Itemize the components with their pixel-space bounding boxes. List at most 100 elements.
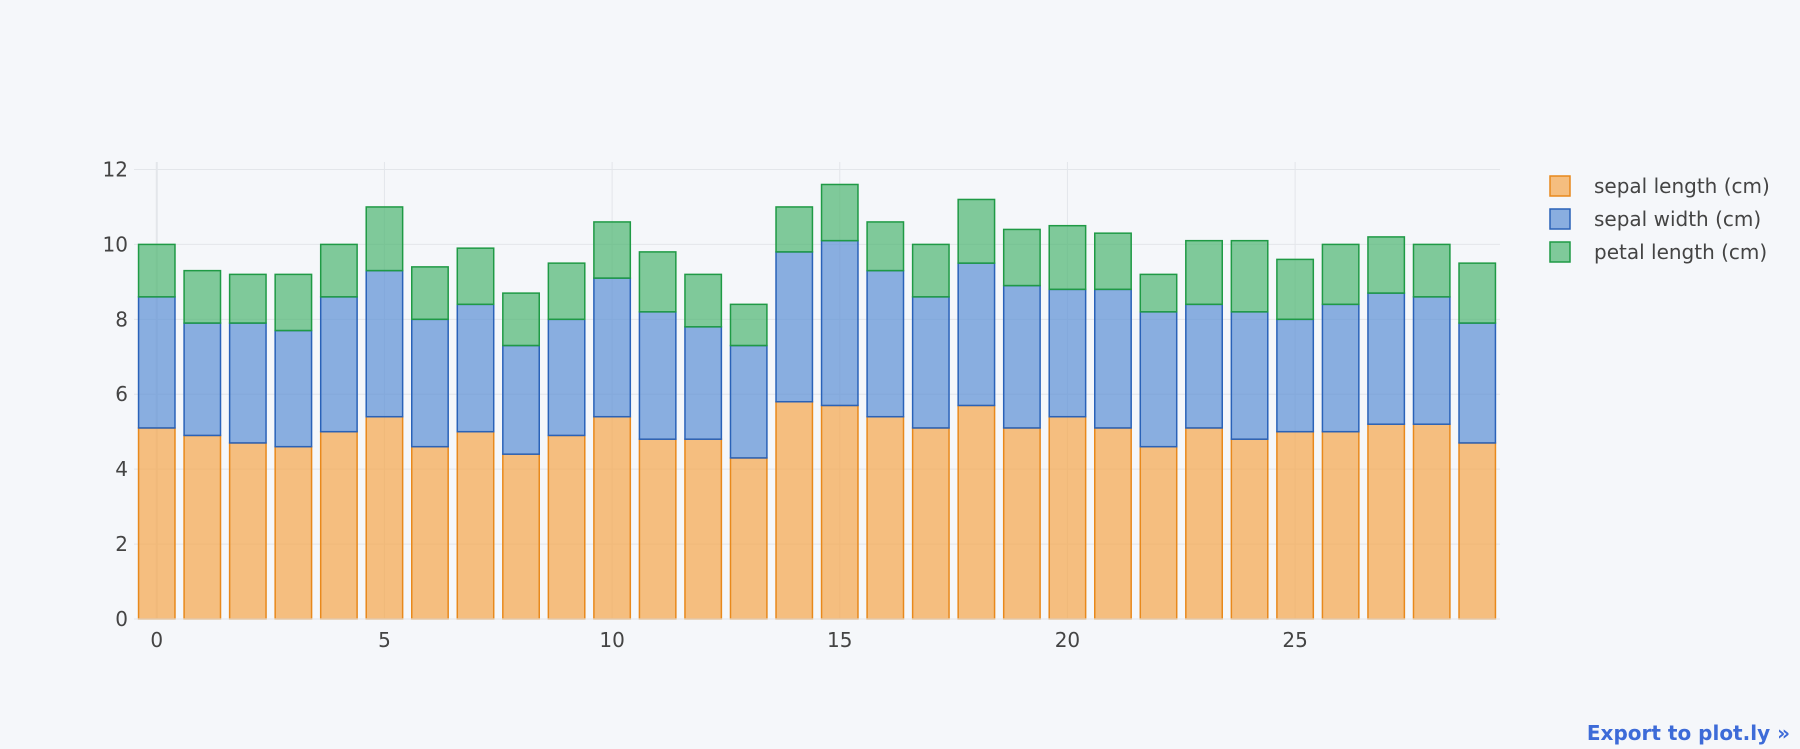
legend-item-label[interactable]: sepal width (cm)	[1594, 207, 1761, 231]
bar-segment[interactable]	[1002, 284, 1041, 429]
bar-segment[interactable]	[866, 221, 905, 272]
bar-segment[interactable]	[593, 277, 632, 418]
bar-segment[interactable]	[729, 303, 768, 347]
bar-segment[interactable]	[1458, 322, 1497, 444]
bar-segment[interactable]	[319, 243, 358, 298]
bar-segment[interactable]	[1094, 427, 1132, 620]
bar-segment[interactable]	[411, 266, 449, 321]
bar-segment[interactable]	[1139, 445, 1178, 620]
bar-segment[interactable]	[1185, 239, 1223, 306]
bar-segment[interactable]	[502, 292, 540, 347]
bar-segment[interactable]	[1458, 442, 1497, 620]
bar-segment[interactable]	[228, 322, 267, 444]
bar-segment[interactable]	[775, 206, 814, 253]
bar-segment[interactable]	[1230, 438, 1269, 620]
bar-segment[interactable]	[593, 415, 632, 620]
bar-segment[interactable]	[547, 434, 586, 620]
bar-segment[interactable]	[365, 269, 404, 418]
bar-segment[interactable]	[502, 453, 540, 620]
bar-segment[interactable]	[729, 344, 768, 459]
bar-segment[interactable]	[502, 344, 540, 455]
bar-segment[interactable]	[1367, 236, 1406, 294]
bar-segment[interactable]	[1185, 303, 1223, 429]
bar-segment[interactable]	[1230, 311, 1269, 440]
bar-segment[interactable]	[1002, 228, 1041, 287]
bar-segment[interactable]	[911, 243, 950, 298]
bar-segment[interactable]	[957, 262, 996, 407]
bar-segment[interactable]	[638, 438, 677, 620]
bar-segment[interactable]	[1412, 296, 1451, 425]
bar-segment[interactable]	[729, 457, 768, 620]
bar-segment[interactable]	[1412, 423, 1451, 620]
bar-segment[interactable]	[411, 445, 449, 620]
legend-swatch[interactable]	[1549, 208, 1571, 230]
bar-segment[interactable]	[1185, 427, 1223, 620]
bar-segment[interactable]	[456, 303, 495, 433]
bar-segment[interactable]	[228, 273, 267, 324]
bar-segment[interactable]	[1367, 292, 1406, 425]
bar-segment[interactable]	[1367, 423, 1406, 620]
bar-segment[interactable]	[183, 322, 222, 437]
bar-segment[interactable]	[1412, 243, 1451, 298]
bar-segment[interactable]	[228, 442, 267, 620]
bar-segment[interactable]	[319, 296, 358, 433]
bar-segment[interactable]	[1276, 258, 1315, 321]
bar-segment[interactable]	[1321, 430, 1360, 620]
bar-segment[interactable]	[684, 438, 723, 620]
bar-segment[interactable]	[957, 404, 996, 620]
legend-item-label[interactable]: sepal length (cm)	[1594, 174, 1770, 198]
bar-segment[interactable]	[866, 415, 905, 620]
bar-segment[interactable]	[820, 183, 859, 242]
bar-segment[interactable]	[593, 221, 632, 279]
bar-segment[interactable]	[1276, 318, 1315, 433]
bar-segment[interactable]	[274, 445, 313, 620]
bar-segment[interactable]	[775, 400, 814, 620]
bar-segment[interactable]	[820, 239, 859, 407]
bar-segment[interactable]	[1276, 430, 1315, 620]
bar-segment[interactable]	[1458, 262, 1497, 324]
bar-segment[interactable]	[183, 269, 222, 324]
bar-segment[interactable]	[1002, 427, 1041, 620]
bar-segment[interactable]	[820, 404, 859, 620]
bar-segment[interactable]	[137, 243, 176, 298]
bar-segment[interactable]	[365, 415, 404, 620]
bar-segment[interactable]	[638, 251, 677, 313]
bar-segment[interactable]	[137, 427, 176, 620]
bar-segment[interactable]	[319, 430, 358, 620]
bar-segment[interactable]	[1321, 303, 1360, 433]
bar-segment[interactable]	[638, 311, 677, 440]
legend-swatch[interactable]	[1549, 241, 1571, 263]
bar-segment[interactable]	[456, 430, 495, 620]
legend-item-label[interactable]: petal length (cm)	[1594, 240, 1767, 264]
bar-segment[interactable]	[547, 318, 586, 437]
bar-segment[interactable]	[684, 326, 723, 440]
bar-segment[interactable]	[456, 247, 495, 306]
bar-segment[interactable]	[137, 296, 176, 429]
bar-segment[interactable]	[911, 427, 950, 620]
bar-segment[interactable]	[547, 262, 586, 321]
bar-segment[interactable]	[1230, 239, 1269, 313]
bar-segment[interactable]	[911, 296, 950, 429]
bar-segment[interactable]	[866, 269, 905, 418]
bar-segment[interactable]	[1139, 273, 1178, 313]
legend-swatch[interactable]	[1549, 175, 1571, 197]
bar-segment[interactable]	[274, 273, 313, 332]
bar-segment[interactable]	[1048, 224, 1087, 291]
y-tick-label: 10	[103, 232, 128, 256]
bar-segment[interactable]	[1048, 415, 1087, 620]
bar-segment[interactable]	[1094, 288, 1132, 429]
bar-segment[interactable]	[411, 318, 449, 448]
bar-segment[interactable]	[775, 251, 814, 403]
bar-segment[interactable]	[274, 329, 313, 448]
bar-segment[interactable]	[183, 434, 222, 620]
bar-segment[interactable]	[1321, 243, 1360, 306]
bar-segment[interactable]	[1139, 311, 1178, 448]
bar-segment[interactable]	[684, 273, 723, 328]
bar-segment[interactable]	[957, 198, 996, 264]
bar-segment[interactable]	[1094, 232, 1132, 291]
bar-segment[interactable]	[365, 206, 404, 272]
legend[interactable]: sepal length (cm) sepal width (cm) petal l…	[1549, 174, 1770, 264]
bar-segment[interactable]	[1048, 288, 1087, 418]
export-to-plotly-link[interactable]: Export to plot.ly »	[1586, 721, 1790, 745]
